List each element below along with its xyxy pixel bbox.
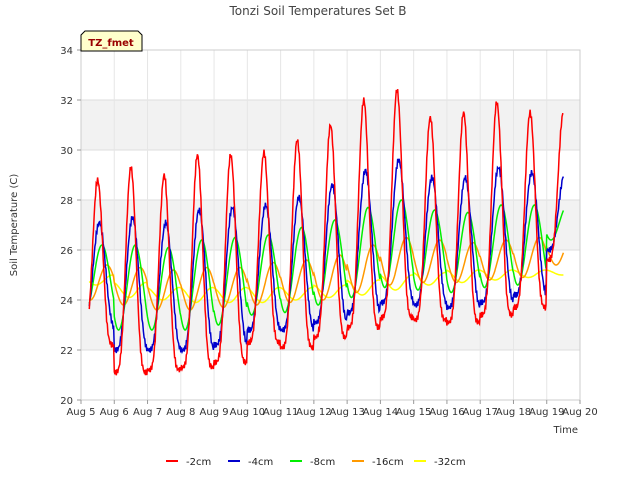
x-tick-label: Aug 6 (100, 407, 129, 418)
x-tick-label: Aug 18 (496, 407, 531, 418)
x-tick-label: Aug 19 (529, 407, 564, 418)
y-tick-label: 34 (60, 46, 73, 57)
x-tick-label: Aug 8 (166, 407, 195, 418)
y-tick-label: 30 (60, 146, 73, 157)
x-tick-label: Aug 5 (66, 407, 95, 418)
series-line-16cmcm (89, 236, 565, 311)
plot-band (81, 50, 580, 100)
y-axis-ticks: 20 22 24 26 28 30 32 34 (60, 46, 81, 407)
y-tick-label: 32 (60, 96, 73, 107)
legend-label: -4cm (248, 457, 273, 468)
x-tick-label: Aug 12 (296, 407, 331, 418)
legend: -2cm -4cm -8cm -16cm -32cm (166, 457, 466, 468)
y-tick-label: 22 (60, 346, 73, 357)
plot-band (81, 350, 580, 400)
x-tick-label: Aug 10 (230, 407, 265, 418)
x-tick-label: Aug 9 (200, 407, 229, 418)
site-badge: TZ_fmet (80, 30, 143, 52)
x-tick-label: Aug 15 (396, 407, 431, 418)
x-tick-label: Aug 11 (263, 407, 298, 418)
legend-label: -8cm (310, 457, 335, 468)
plot-band (81, 300, 580, 350)
x-tick-label: Aug 13 (329, 407, 364, 418)
legend-label: -16cm (372, 457, 404, 468)
badge-label: TZ_fmet (88, 38, 134, 49)
badge-shape (80, 30, 143, 52)
plot-frame (80, 49, 581, 401)
x-axis-label: Time (553, 425, 578, 436)
x-tick-label: Aug 17 (462, 407, 497, 418)
y-tick-label: 24 (60, 296, 73, 307)
legend-label: -32cm (434, 457, 466, 468)
y-tick-label: 28 (60, 196, 73, 207)
chart-title: Tonzi Soil Temperatures Set B (229, 4, 407, 18)
x-tick-label: Aug 20 (562, 407, 597, 418)
y-tick-label: 26 (60, 246, 73, 257)
series-layer (88, 89, 565, 376)
series-line-2cmcm (88, 89, 564, 376)
legend-label: -2cm (186, 457, 211, 468)
y-axis-label: Soil Temperature (C) (9, 174, 20, 277)
x-tick-label: Aug 16 (429, 407, 464, 418)
x-tick-label: Aug 14 (363, 407, 398, 418)
x-tick-label: Aug 7 (133, 407, 162, 418)
y-tick-label: 20 (60, 396, 73, 407)
